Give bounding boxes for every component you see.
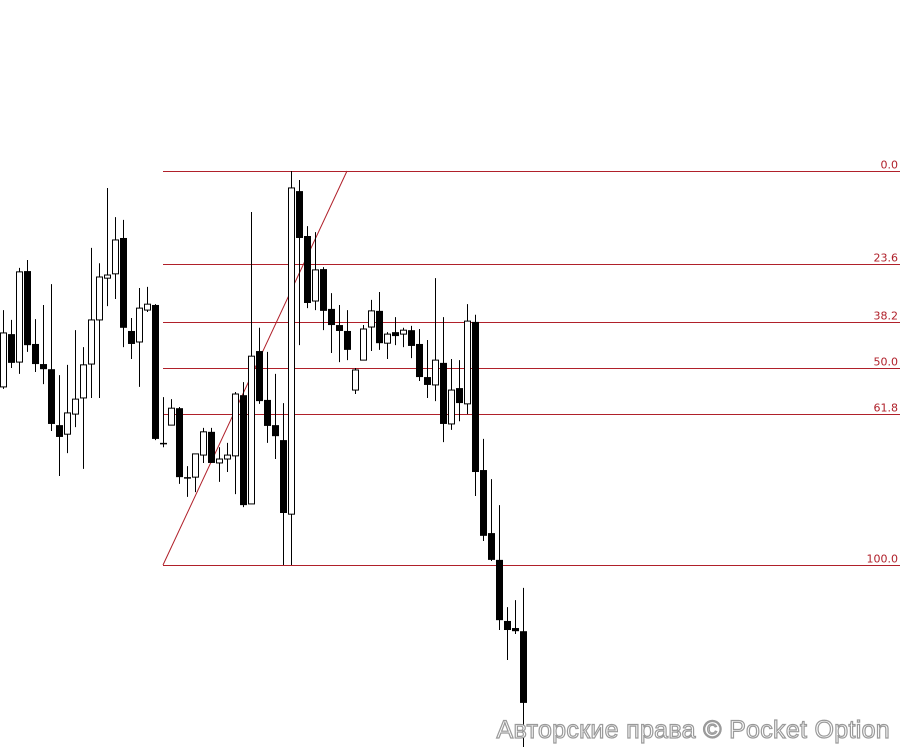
candle-body-bearish [504,620,511,631]
fib-level-label: 100.0 [867,553,899,566]
candle-body-bullish [64,412,71,435]
candle-body-bearish [344,330,351,350]
candle-body-bullish [224,454,231,460]
candle-body-bullish [96,276,103,321]
candle-body-bearish [264,399,271,426]
watermark: Авторские права © Pocket Option [496,715,890,744]
candle-body-bullish [16,271,23,363]
candle-body-bullish [352,369,359,391]
candle-body-bullish [232,393,239,457]
fibonacci-retracement: 0.0 23.6 38.2 50.0 61.8 100.0 [162,159,900,566]
candle-body-bullish [448,389,455,425]
candle-body-bullish [104,274,111,279]
candle-body-bearish [520,631,527,703]
fib-level-label: 23.6 [874,252,899,265]
candle-body-bearish [8,334,15,363]
candle-body-bearish [184,477,191,479]
candle-body-bullish [400,329,407,335]
candle-body-bearish [328,308,335,326]
candle-body-bullish [192,453,199,478]
candle-body-bullish [312,269,319,302]
candle-body-bearish [40,364,47,370]
candle-body-bearish [208,431,215,463]
candle-body-bullish [200,431,207,456]
candle-body-bearish [176,408,183,478]
candle-body-bullish [168,407,175,426]
candle-body-bullish [464,320,471,405]
candle-body-bullish [216,458,223,464]
candle-body-bearish [256,351,263,402]
candle-body-bearish [48,369,55,424]
candle-body-bearish [488,533,495,560]
candle-body-bearish [416,343,423,378]
fib-level-label: 61.8 [874,402,899,415]
fib-level-label: 50.0 [874,356,899,369]
candle-body-bearish [296,191,303,238]
candle-body-bearish [304,236,311,303]
candle-body-bearish [32,343,39,365]
candle-body-bullish [368,310,375,328]
candle-body-bearish [440,362,447,424]
fib-level-label: 0.0 [881,159,899,172]
candle-body-bearish [152,304,159,439]
candle-body-bullish [72,398,79,415]
candle-body-bearish [120,237,127,328]
candle-body-bearish [496,559,503,621]
candle-body-bullish [432,359,439,386]
candle-body-bearish [472,321,479,473]
candle-body-bearish [392,332,399,337]
candle-body-bullish [112,239,119,275]
candle-body-bullish [384,333,391,344]
candle-body-bearish [456,388,463,404]
candle-body-bearish [272,425,279,437]
candle-body-bearish [336,325,343,331]
candle-body-bearish [160,442,167,445]
candle-body-bearish [320,269,327,311]
candle-body-bullish [288,187,295,515]
candle-body-bearish [280,440,287,513]
candle-body-bearish [24,271,31,346]
candle-body-bearish [512,628,519,632]
fib-level-label: 38.2 [874,310,899,323]
candle-body-bearish [408,330,415,346]
candles [0,171,527,747]
candle-body-bearish [480,470,487,536]
candle-body-bearish [56,425,63,437]
candle-body-bullish [88,319,95,365]
candle-body-bearish [376,310,383,344]
candle-body-bearish [128,330,135,344]
candle-body-bullish [248,355,255,505]
candle-body-bullish [360,328,367,361]
candle-body-bullish [0,332,7,388]
candle-body-bearish [240,395,247,506]
candle-body-bullish [80,364,87,399]
candle-body-bullish [144,303,151,311]
candle-body-bearish [424,377,431,385]
candle-body-bullish [136,307,143,343]
